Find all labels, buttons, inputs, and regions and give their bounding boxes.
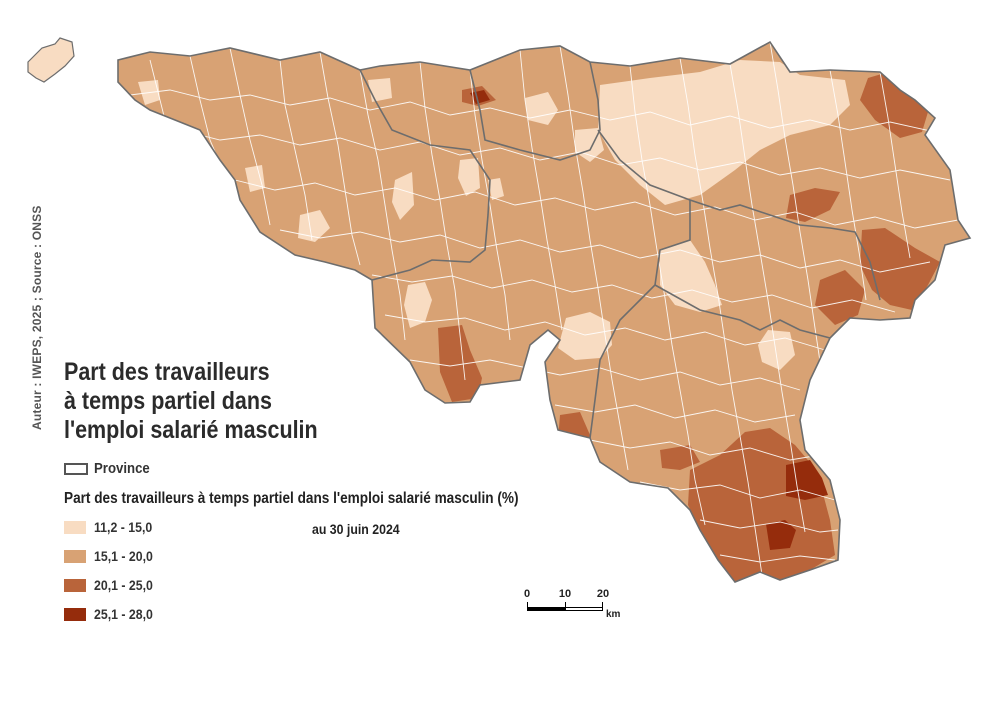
municipality-darkest	[470, 90, 490, 104]
municipality-layer	[138, 60, 940, 582]
exclave-region	[27, 37, 75, 83]
scale-unit: km	[606, 609, 621, 620]
municipality-light	[598, 60, 850, 205]
province-legend-label: Province	[94, 460, 150, 477]
scale-tick	[565, 602, 566, 611]
province-legend: Province	[64, 460, 157, 477]
map-title-line: l'emploi salarié masculin	[64, 416, 318, 444]
municipality-darkest	[766, 520, 796, 550]
scale-tick	[602, 602, 603, 611]
legend-swatch	[64, 578, 86, 592]
scale-segment	[527, 607, 565, 611]
legend-title: Part des travailleurs à temps partiel da…	[64, 490, 519, 507]
scale-label: 20	[596, 588, 610, 600]
source-credit: Auteur : IWEPS, 2025 ; Source : ONSS	[30, 205, 44, 430]
municipality-light	[458, 158, 480, 196]
scale-label: 10	[558, 588, 572, 600]
province-swatch	[64, 462, 88, 475]
municipality-light	[368, 78, 392, 102]
legend-item: 15,1 - 20,0	[64, 548, 161, 564]
legend-swatch	[64, 549, 86, 563]
municipality-light	[245, 165, 265, 192]
municipality-light	[758, 330, 795, 370]
legend-label: 20,1 - 25,0	[94, 577, 153, 593]
legend-label: 15,1 - 20,0	[94, 548, 153, 564]
map-title: Part des travailleurs à temps partiel da…	[64, 358, 318, 445]
municipality-medium-dark	[860, 228, 940, 310]
municipality-darkest	[786, 460, 828, 500]
legend-item: 25,1 - 28,0	[64, 606, 161, 622]
reference-date: au 30 juin 2024	[312, 521, 400, 537]
legend-swatch	[64, 520, 86, 534]
municipality-medium-dark	[860, 70, 928, 138]
scale-bar-graphic	[527, 602, 603, 617]
map-title-line: Part des travailleurs	[64, 358, 270, 386]
municipality-light	[558, 312, 612, 360]
wallonia-outline	[117, 40, 972, 583]
legend-label: 11,2 - 15,0	[94, 519, 153, 535]
scale-label: 0	[523, 588, 531, 600]
scale-tick	[527, 602, 528, 611]
map-title-line: à temps partiel dans	[64, 387, 272, 415]
legend-item: 20,1 - 25,0	[64, 577, 161, 593]
legend-item: 11,2 - 15,0	[64, 519, 161, 535]
province-boundaries	[359, 61, 881, 439]
municipality-boundaries	[129, 42, 959, 576]
municipality-medium-dark	[660, 445, 700, 470]
exclave-outline	[27, 37, 75, 83]
municipality-light	[404, 282, 432, 328]
scale-bar: 0 10 20 km	[520, 588, 630, 628]
municipality-light	[298, 210, 330, 242]
municipality-light	[525, 92, 558, 125]
municipality-light	[488, 178, 504, 200]
legend-label: 25,1 - 28,0	[94, 606, 153, 622]
municipality-medium-dark	[438, 325, 482, 402]
class-legend: 11,2 - 15,0 15,1 - 20,0 20,1 - 25,0 25,1…	[64, 519, 161, 636]
municipality-light	[392, 172, 414, 220]
scale-segment	[565, 607, 603, 611]
legend-swatch	[64, 607, 86, 621]
municipality-medium-dark	[815, 270, 865, 325]
